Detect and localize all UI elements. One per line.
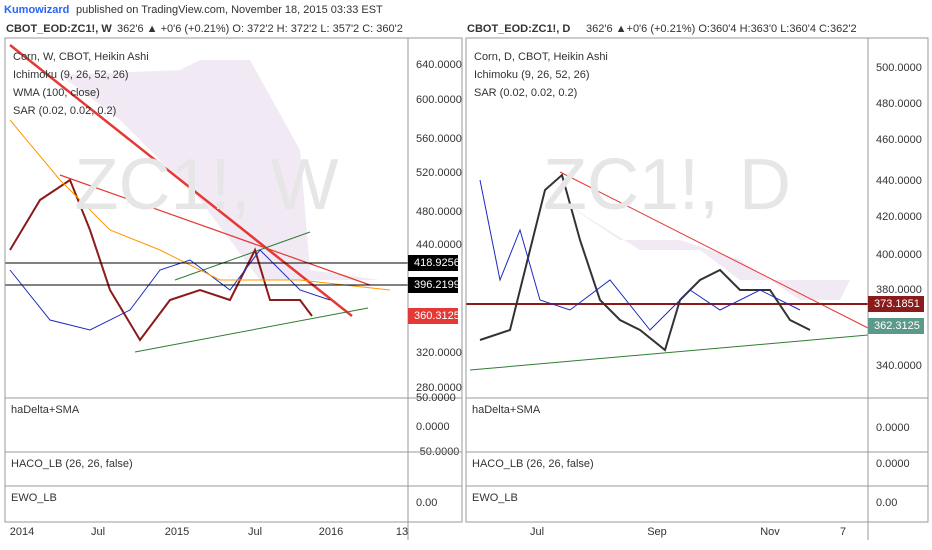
price-tick: 440.0000 <box>876 175 922 187</box>
price-box-label: 418.9256 <box>414 257 460 269</box>
price-tick: 460.0000 <box>876 134 922 146</box>
right-drawing <box>466 171 869 371</box>
price-tick: 320.0000 <box>416 347 462 359</box>
price-tick: 400.0000 <box>876 249 922 261</box>
left-drawing <box>5 44 408 353</box>
pane-tick: 0.0000 <box>416 421 450 433</box>
pane-name: HACO_LB (26, 26, false) <box>472 458 594 470</box>
symbol: CBOT_EOD:ZC1!, D <box>467 23 570 35</box>
time-tick: 13 <box>396 526 408 538</box>
price-tick: 440.0000 <box>416 239 462 251</box>
pane-name: HACO_LB (26, 26, false) <box>11 458 133 470</box>
price-tick: 480.0000 <box>416 206 462 218</box>
price-box-label: 360.3125 <box>414 310 460 322</box>
price-box <box>868 318 924 334</box>
watermark: ZC1!, D <box>543 145 791 225</box>
time-tick: Nov <box>760 526 780 538</box>
price-tick: 380.0000 <box>876 284 922 296</box>
price-tick: 600.0000 <box>416 94 462 106</box>
legend-line: WMA (100, close) <box>13 87 100 99</box>
price-tick: 640.0000 <box>416 59 462 71</box>
price-tick: 480.0000 <box>876 98 922 110</box>
time-tick: Jul <box>91 526 105 538</box>
price-tick: 500.0000 <box>876 62 922 74</box>
panel-frame <box>465 37 929 523</box>
price-tick: 280.0000 <box>416 382 462 394</box>
time-tick: 2016 <box>319 526 343 538</box>
pane-tick: 0.0000 <box>876 458 910 470</box>
panel-frame <box>4 37 463 523</box>
pane-name: EWO_LB <box>472 492 518 504</box>
time-tick: 2015 <box>165 526 189 538</box>
pane-name: haDelta+SMA <box>472 404 541 416</box>
symbol: CBOT_EOD:ZC1!, W <box>6 23 112 35</box>
author[interactable]: Kumowizard <box>4 4 69 16</box>
time-tick: Jul <box>248 526 262 538</box>
price-tick: 560.0000 <box>416 133 462 145</box>
legend-line: SAR (0.02, 0.02, 0.2) <box>474 87 577 99</box>
legend-line: Corn, D, CBOT, Heikin Ashi <box>474 51 608 63</box>
time-tick: 2014 <box>10 526 34 538</box>
time-tick: Jul <box>530 526 544 538</box>
quote: 362'6 ▲ +0'6 (+0.21%) O: 372'2 H: 372'2 … <box>117 23 403 35</box>
legend-line: SAR (0.02, 0.02, 0.2) <box>13 105 116 117</box>
pane-tick: 50.0000 <box>416 392 456 404</box>
time-tick: 7 <box>840 526 846 538</box>
price-box <box>408 255 458 271</box>
price-tick: 420.0000 <box>876 211 922 223</box>
legend-line: Corn, W, CBOT, Heikin Ashi <box>13 51 149 63</box>
time-tick: Sep <box>647 526 667 538</box>
pane-tick: 0.00 <box>876 497 897 509</box>
price-tick: 520.0000 <box>416 167 462 179</box>
legend-line: Ichimoku (9, 26, 52, 26) <box>474 69 590 81</box>
pane-tick: 0.00 <box>416 497 437 509</box>
legend-line: Ichimoku (9, 26, 52, 26) <box>13 69 129 81</box>
price-box <box>408 277 458 293</box>
quote: 362'6 ▲+0'6 (+0.21%) O:360'4 H:363'0 L:3… <box>586 23 857 35</box>
watermark: ZC1!, W <box>75 145 339 225</box>
price-tick: 340.0000 <box>876 360 922 372</box>
pane-tick: 0.0000 <box>876 422 910 434</box>
price-box <box>408 308 458 324</box>
price-box-label: 396.2199 <box>414 279 460 291</box>
price-box-label: 373.1851 <box>874 298 920 310</box>
price-box-label: 362.3125 <box>874 320 920 332</box>
pane-name: EWO_LB <box>11 492 57 504</box>
price-box <box>868 296 924 312</box>
pane-name: haDelta+SMA <box>11 404 80 416</box>
published: published on TradingView.com, November 1… <box>76 4 383 16</box>
